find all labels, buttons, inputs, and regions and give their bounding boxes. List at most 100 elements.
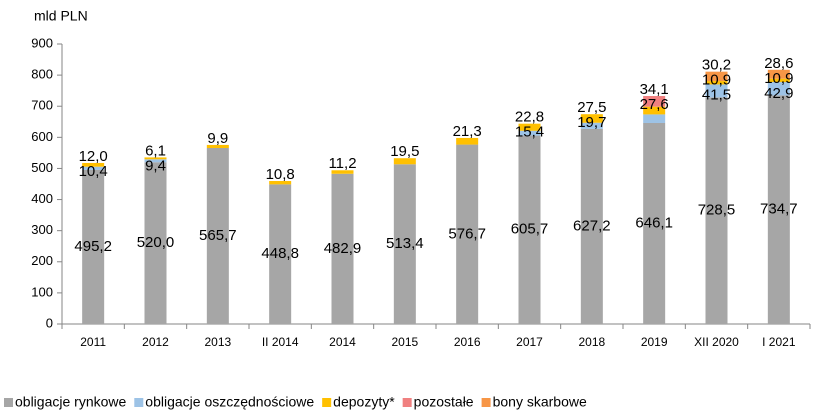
value-label: 520,0 — [137, 234, 175, 251]
bar-segment — [580, 128, 603, 324]
value-label: 482,9 — [324, 240, 362, 257]
bar-segment — [580, 114, 603, 123]
y-tick-label: 800 — [31, 67, 53, 82]
bar-segment — [393, 158, 416, 165]
value-label: 10,9 — [702, 72, 731, 89]
value-label: 21,3 — [453, 123, 482, 140]
x-tick-label: 2014 — [329, 335, 356, 349]
bar-segment — [456, 137, 479, 145]
bar-segment — [206, 144, 229, 149]
y-tick-label: 100 — [31, 284, 53, 299]
y-tick-label: 0 — [46, 315, 53, 330]
legend-label: bony skarbowe — [493, 394, 587, 410]
y-tick-label: 900 — [31, 35, 53, 50]
value-label: 28,6 — [764, 55, 793, 72]
bar-segment — [331, 170, 354, 174]
bar-segment — [767, 69, 790, 79]
legend-label: obligacje oszczędnościowe — [145, 394, 314, 410]
x-tick-label: 2016 — [454, 335, 481, 349]
legend-label: obligacje rynkowe — [15, 394, 126, 410]
x-tick-label: 2011 — [80, 335, 106, 349]
y-tick-label: 700 — [31, 98, 53, 113]
y-tick-label: 200 — [31, 253, 53, 268]
y-tick-label: 500 — [31, 160, 53, 175]
bar-segment — [393, 164, 416, 324]
legend-label: pozostałe — [414, 394, 474, 410]
value-label: 42,9 — [764, 85, 793, 102]
legend-label: depozyty* — [333, 394, 395, 410]
x-tick-label: I 2021 — [762, 335, 796, 349]
x-tick-label: 2019 — [641, 335, 668, 349]
bar-segment — [767, 82, 790, 96]
bar-segment — [518, 123, 541, 131]
value-label: 576,7 — [448, 225, 486, 242]
bar-segment — [643, 122, 666, 324]
bar-segment — [82, 169, 105, 324]
bar-segment — [705, 84, 728, 98]
bar-segment — [269, 184, 292, 324]
legend-swatch — [134, 398, 144, 407]
value-label: 15,4 — [515, 124, 544, 141]
x-tick-label: XII 2020 — [694, 335, 739, 349]
value-label: 19,7 — [577, 114, 606, 131]
x-tick-label: 2015 — [391, 335, 418, 349]
value-label: 734,7 — [760, 201, 798, 218]
value-label: 565,7 — [199, 227, 237, 244]
bar-segment — [705, 97, 728, 324]
bar-segment — [82, 162, 105, 167]
y-tick-label: 400 — [31, 191, 53, 206]
bar-segment — [767, 95, 790, 324]
legend-swatch — [4, 398, 13, 407]
value-label: 513,4 — [386, 235, 424, 252]
bar-segment — [705, 71, 728, 82]
bar-segment — [144, 157, 167, 160]
value-label: 22,8 — [515, 109, 544, 126]
value-label: 6,1 — [145, 142, 166, 159]
value-label: 10,4 — [79, 163, 108, 180]
value-label: 19,5 — [390, 143, 419, 160]
bar-segment — [206, 148, 229, 324]
bar-segment — [580, 122, 603, 129]
value-label: 41,5 — [702, 87, 731, 104]
value-label: 9,9 — [207, 130, 228, 147]
x-tick-label: 2013 — [204, 335, 231, 349]
bar-segment — [643, 114, 666, 123]
x-tick-label: 2012 — [142, 335, 169, 349]
value-label: 605,7 — [511, 221, 549, 238]
value-label: 27,6 — [640, 96, 669, 113]
bar-segment — [705, 81, 728, 85]
bar-segment — [518, 130, 541, 136]
y-tick-label: 600 — [31, 129, 53, 144]
value-label: 646,1 — [635, 214, 673, 231]
legend-swatch — [322, 398, 332, 407]
legend-swatch — [481, 398, 491, 407]
value-label: 34,1 — [640, 81, 669, 98]
y-axis-label: mld PLN — [34, 8, 88, 24]
value-label: 10,9 — [764, 70, 793, 87]
bar-segment — [643, 106, 666, 115]
value-label: 11,2 — [328, 155, 356, 172]
bar-segment — [144, 159, 167, 163]
x-tick-label: 2017 — [516, 335, 543, 349]
value-label: 448,8 — [261, 245, 299, 262]
value-label: 627,2 — [573, 217, 611, 234]
value-label: 495,2 — [74, 238, 112, 255]
bar-segment — [82, 166, 105, 170]
bar-segment — [643, 96, 666, 107]
value-label: 27,5 — [577, 99, 606, 116]
bar-segment — [767, 78, 790, 83]
bar-segment — [518, 135, 541, 324]
x-tick-label: II 2014 — [262, 335, 299, 349]
legend-swatch — [402, 398, 412, 407]
value-label: 12,0 — [79, 148, 108, 165]
bar-segment — [331, 173, 354, 324]
value-label: 9,4 — [145, 157, 166, 174]
value-label: 30,2 — [702, 57, 731, 74]
x-tick-label: 2018 — [578, 335, 605, 349]
bar-segment — [144, 162, 167, 324]
y-tick-label: 300 — [31, 222, 53, 237]
value-label: 10,8 — [266, 166, 295, 183]
bar-segment — [269, 181, 292, 185]
value-label: 728,5 — [698, 202, 736, 219]
